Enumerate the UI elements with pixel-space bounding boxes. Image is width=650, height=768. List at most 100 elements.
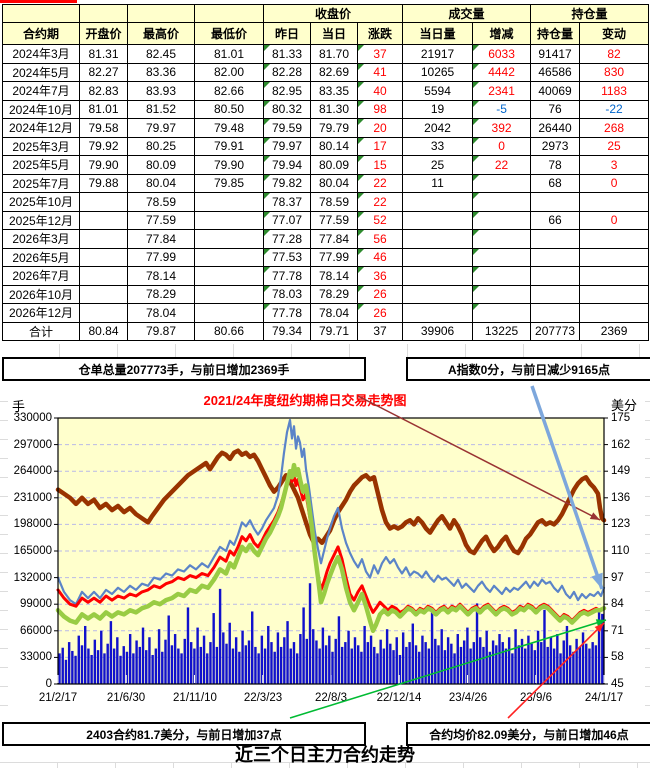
- column-header-cell[interactable]: 当日: [310, 22, 358, 45]
- value-cell[interactable]: 79.48: [194, 118, 264, 138]
- value-cell[interactable]: [194, 266, 264, 286]
- value-cell[interactable]: 25: [579, 136, 650, 156]
- value-cell[interactable]: 78.29: [127, 284, 195, 304]
- group-header-cell[interactable]: 收盘价: [262, 4, 404, 23]
- value-cell[interactable]: [402, 303, 474, 323]
- value-cell[interactable]: [194, 247, 264, 267]
- value-cell[interactable]: [472, 284, 532, 304]
- value-cell[interactable]: 81.52: [127, 99, 195, 119]
- contract-month-cell[interactable]: 2025年7月: [2, 173, 80, 193]
- value-cell[interactable]: 0: [472, 136, 532, 156]
- group-header-cell[interactable]: 成交量: [402, 4, 532, 23]
- value-cell[interactable]: 78.14: [127, 266, 195, 286]
- value-cell[interactable]: 80.25: [127, 136, 195, 156]
- group-header-cell[interactable]: [194, 4, 264, 23]
- value-cell[interactable]: 79.34: [263, 321, 311, 341]
- value-cell[interactable]: [472, 229, 532, 249]
- value-cell[interactable]: [472, 210, 532, 230]
- value-cell[interactable]: 68: [530, 173, 581, 193]
- value-cell[interactable]: 78.37: [263, 192, 311, 212]
- value-cell[interactable]: 81.30: [310, 99, 358, 119]
- value-cell[interactable]: -5: [472, 99, 532, 119]
- value-cell[interactable]: [79, 210, 128, 230]
- value-cell[interactable]: [79, 192, 128, 212]
- contract-month-cell[interactable]: 2025年5月: [2, 155, 80, 175]
- contract-month-cell[interactable]: 2025年12月: [2, 210, 80, 230]
- value-cell[interactable]: [402, 247, 474, 267]
- value-cell[interactable]: 77.28: [263, 229, 311, 249]
- value-cell[interactable]: 52: [356, 210, 404, 230]
- value-cell[interactable]: 46: [356, 247, 404, 267]
- value-cell[interactable]: 26: [356, 303, 404, 323]
- value-cell[interactable]: [194, 192, 264, 212]
- value-cell[interactable]: 82.00: [194, 62, 264, 82]
- value-cell[interactable]: [472, 266, 532, 286]
- value-cell[interactable]: 268: [579, 118, 650, 138]
- value-cell[interactable]: 78.04: [310, 303, 358, 323]
- column-header-cell[interactable]: 昨日: [263, 22, 311, 45]
- value-cell[interactable]: [402, 210, 474, 230]
- value-cell[interactable]: 66: [530, 210, 581, 230]
- value-cell[interactable]: [530, 247, 581, 267]
- value-cell[interactable]: 39906: [402, 321, 474, 341]
- column-header-cell[interactable]: 增减: [472, 22, 532, 45]
- value-cell[interactable]: 78.03: [263, 284, 311, 304]
- value-cell[interactable]: [579, 284, 650, 304]
- value-cell[interactable]: [530, 266, 581, 286]
- value-cell[interactable]: [194, 303, 264, 323]
- value-cell[interactable]: 77.99: [127, 247, 195, 267]
- group-header-cell[interactable]: [2, 4, 80, 23]
- value-cell[interactable]: 46586: [530, 62, 581, 82]
- value-cell[interactable]: 80.50: [194, 99, 264, 119]
- value-cell[interactable]: 79.59: [263, 118, 311, 138]
- contract-month-cell[interactable]: 2026年12月: [2, 303, 80, 323]
- value-cell[interactable]: 82.45: [127, 44, 195, 64]
- value-cell[interactable]: [402, 266, 474, 286]
- value-cell[interactable]: 83.35: [310, 81, 358, 101]
- value-cell[interactable]: [579, 192, 650, 212]
- contract-month-cell[interactable]: 2024年10月: [2, 99, 80, 119]
- value-cell[interactable]: 36: [356, 266, 404, 286]
- value-cell[interactable]: 82.66: [194, 81, 264, 101]
- value-cell[interactable]: 81.01: [194, 44, 264, 64]
- value-cell[interactable]: 40: [356, 81, 404, 101]
- value-cell[interactable]: 22: [472, 155, 532, 175]
- value-cell[interactable]: 79.97: [127, 118, 195, 138]
- contract-month-cell[interactable]: 2026年10月: [2, 284, 80, 304]
- value-cell[interactable]: 80.09: [310, 155, 358, 175]
- value-cell[interactable]: [194, 229, 264, 249]
- value-cell[interactable]: 82.28: [263, 62, 311, 82]
- value-cell[interactable]: 79.91: [194, 136, 264, 156]
- value-cell[interactable]: 0: [579, 210, 650, 230]
- value-cell[interactable]: 10265: [402, 62, 474, 82]
- value-cell[interactable]: [579, 247, 650, 267]
- value-cell[interactable]: 76: [530, 99, 581, 119]
- value-cell[interactable]: [194, 210, 264, 230]
- value-cell[interactable]: 0: [579, 173, 650, 193]
- value-cell[interactable]: 83.93: [127, 81, 195, 101]
- value-cell[interactable]: [472, 192, 532, 212]
- value-cell[interactable]: [79, 229, 128, 249]
- warehouse-receipt-status[interactable]: 仓单总量207773手，与前日增加2369手: [2, 357, 366, 381]
- column-header-cell[interactable]: 最高价: [127, 22, 195, 45]
- value-cell[interactable]: 98: [356, 99, 404, 119]
- column-header-cell[interactable]: 合约期: [2, 22, 80, 45]
- value-cell[interactable]: 77.53: [263, 247, 311, 267]
- value-cell[interactable]: 79.94: [263, 155, 311, 175]
- group-header-cell[interactable]: 持仓量: [530, 4, 650, 23]
- value-cell[interactable]: 2341: [472, 81, 532, 101]
- value-cell[interactable]: [194, 284, 264, 304]
- value-cell[interactable]: 6033: [472, 44, 532, 64]
- value-cell[interactable]: 56: [356, 229, 404, 249]
- value-cell[interactable]: 79.82: [263, 173, 311, 193]
- value-cell[interactable]: 79.88: [79, 173, 128, 193]
- value-cell[interactable]: 33: [402, 136, 474, 156]
- value-cell[interactable]: 79.97: [263, 136, 311, 156]
- value-cell[interactable]: -22: [579, 99, 650, 119]
- value-cell[interactable]: 79.90: [79, 155, 128, 175]
- value-cell[interactable]: 77.78: [263, 303, 311, 323]
- value-cell[interactable]: [579, 229, 650, 249]
- value-cell[interactable]: 79.87: [127, 321, 195, 341]
- value-cell[interactable]: 80.84: [79, 321, 128, 341]
- contract-month-cell[interactable]: 2025年3月: [2, 136, 80, 156]
